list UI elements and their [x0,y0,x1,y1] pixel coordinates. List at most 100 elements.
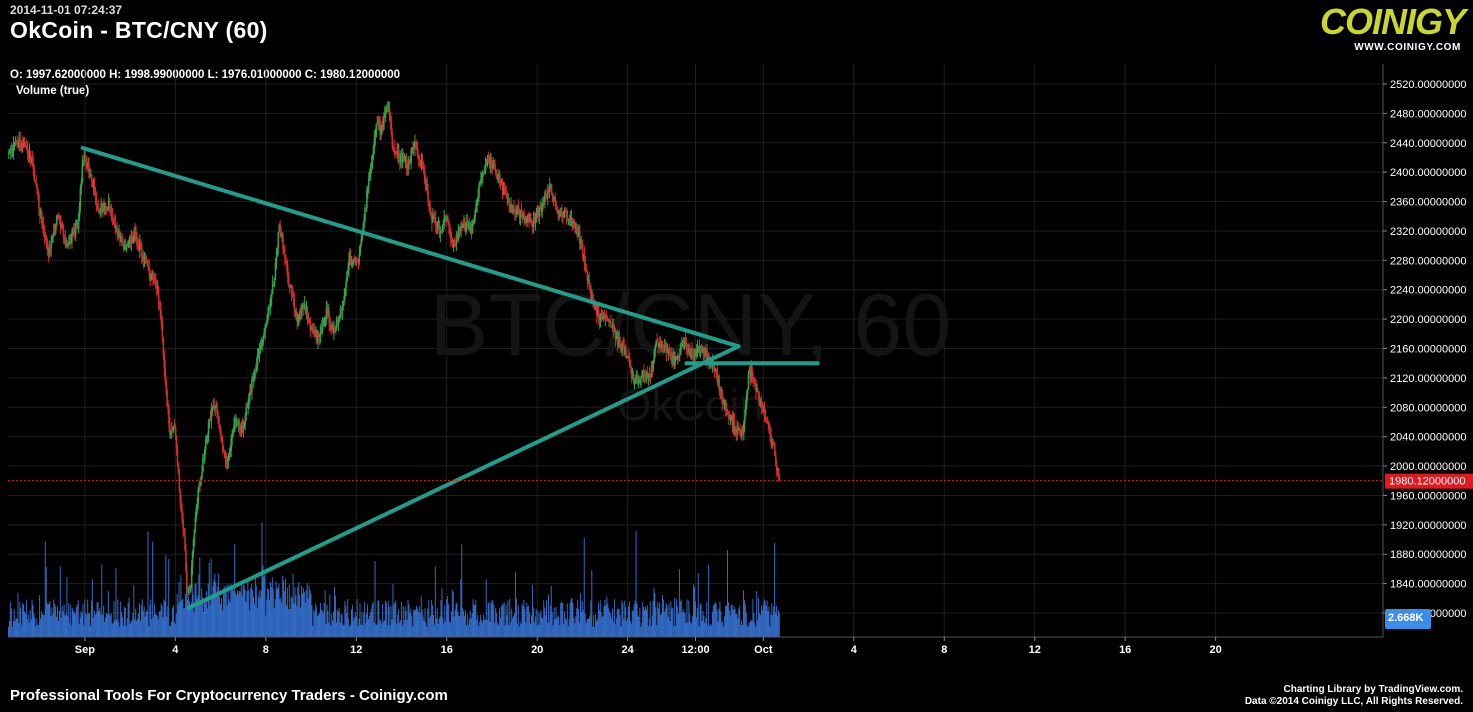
watermark-symbol: BTC/CNY, 60 [430,275,952,374]
candle-body [607,320,609,322]
volume-bar [306,582,308,637]
volume-bar [103,605,105,637]
volume-indicator-label[interactable]: Volume (true) [16,85,90,97]
candle-body [658,345,660,347]
volume-bar [232,587,234,637]
volume-bar [178,581,180,637]
volume-bar [739,605,741,637]
volume-bar [689,613,691,637]
candle-body [620,346,623,351]
volume-bar [456,602,458,637]
candle-body [195,508,198,518]
candle-body [746,388,749,395]
candle-body [493,162,495,165]
candle-body [551,193,554,197]
volume-bar [421,609,423,637]
footer-tagline[interactable]: Professional Tools For Cryptocurrency Tr… [10,687,448,704]
volume-bar [642,602,644,637]
volume-bar [503,601,505,637]
candle-body [500,183,503,185]
candle-body [715,370,718,372]
time-tick-label: 20 [1210,644,1222,656]
candle-body [425,184,428,186]
candle-body [216,404,218,414]
candle-body [346,271,348,282]
volume-bar [565,619,567,637]
candle-body [23,143,25,147]
candle-body [691,350,693,355]
candle-body [644,376,647,378]
volume-bar [453,616,455,637]
candle-body [286,266,289,277]
volume-bar [173,622,175,637]
candle-body [459,227,461,229]
volume-bar [18,623,20,637]
candle-body [252,379,254,381]
volume-bar [204,603,206,637]
volume-bar [618,609,620,637]
volume-bar [318,612,320,637]
candle-body [91,180,94,187]
volume-bar [195,582,197,637]
candle-body [402,155,405,161]
candle-body [165,381,167,391]
candle-body [567,219,570,221]
volume-bar [339,622,341,637]
volume-bar [250,587,252,637]
candle-body [333,328,335,333]
volume-bar [122,625,124,637]
volume-bar [440,600,442,637]
volume-bar [235,592,237,637]
candle-body [633,380,636,382]
candle-body [181,511,183,519]
volume-bar [96,602,98,637]
volume-bar [569,602,571,637]
volume-bar [141,599,143,637]
volume-bar [441,588,443,637]
volume-bar [698,626,700,637]
candle-body [727,414,730,418]
volume-bar [160,603,162,637]
coinigy-logo[interactable]: COINIGY WWW.COINIGY.COM [1320,2,1466,54]
volume-bar [41,613,43,637]
candle-body [119,231,121,241]
volume-bar [154,614,156,637]
candle-body [288,284,291,287]
candle-body [590,290,592,301]
volume-bar [693,587,695,637]
candle-body [449,234,452,239]
volume-bar [492,600,494,637]
candle-body [348,260,350,271]
volume-bar [81,613,83,637]
candle-body [189,586,192,591]
candle-body [558,210,560,215]
price-tick-label: 2080.00000000 [1390,402,1466,414]
volume-bar [265,615,267,637]
candle-body [220,430,222,436]
volume-bar [683,611,685,637]
volume-bar [528,605,530,637]
candle-body [647,373,650,378]
volume-bar [498,607,500,637]
volume-bar [268,589,270,637]
candle-body [444,216,446,219]
volume-bar [120,601,122,637]
candle-body [530,219,532,223]
candle-body [498,173,501,183]
volume-bar [529,612,531,637]
credit-tradingview[interactable]: Charting Library by TradingView.com. [1283,684,1463,695]
candle-body [334,328,337,330]
candle-body [506,194,509,199]
candle-body [207,421,210,436]
candle-body [753,378,755,384]
volume-bar [42,615,44,637]
price-tick-label: 2320.00000000 [1390,226,1466,238]
volume-bar [53,599,55,637]
price-tick-label: 2280.00000000 [1390,255,1466,267]
candle-body [252,377,255,380]
candle-body [694,353,697,355]
volume-bar [71,625,73,637]
candle-body [140,244,143,257]
volume-bar [334,595,336,637]
